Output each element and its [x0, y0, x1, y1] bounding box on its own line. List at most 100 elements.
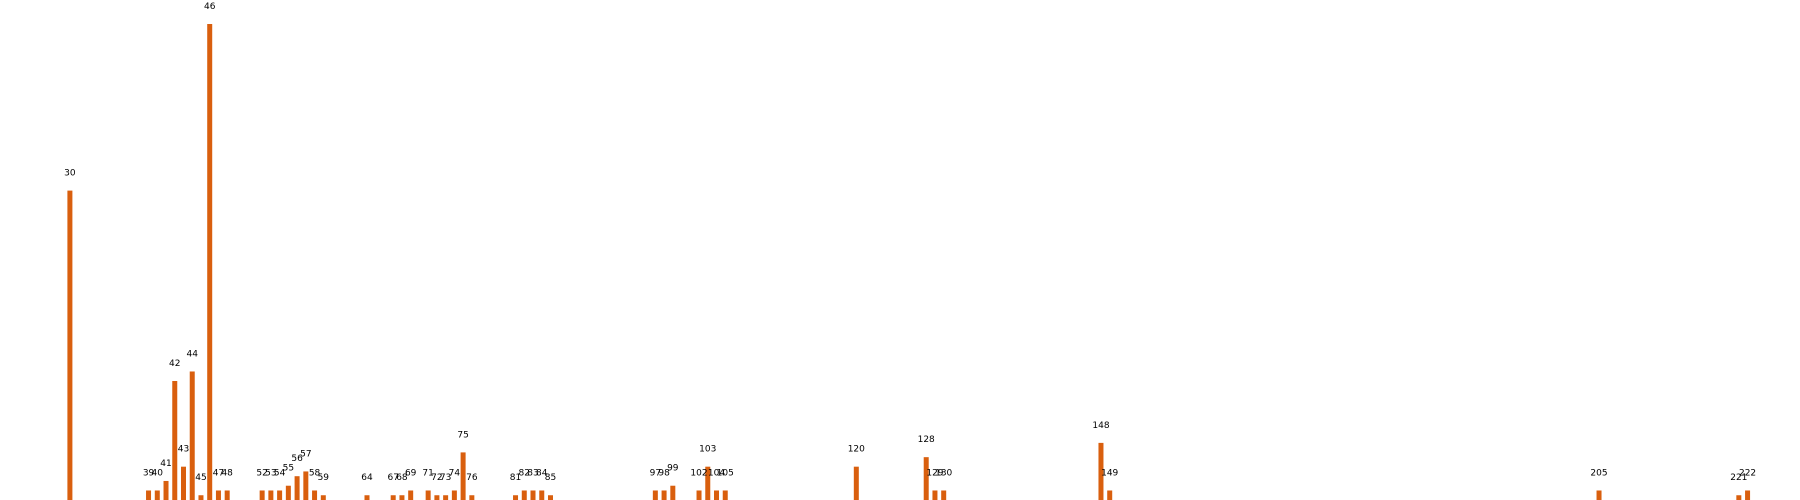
bar-label-59: 59 — [318, 473, 330, 483]
bar-label-85: 85 — [545, 473, 556, 483]
bar-label-69: 69 — [405, 468, 417, 478]
bar-128 — [923, 457, 929, 500]
bar-67 — [390, 495, 396, 500]
bar-label-148: 148 — [1092, 421, 1109, 431]
bar-label-64: 64 — [361, 473, 373, 483]
bar-label-58: 58 — [309, 468, 321, 478]
bar-label-102: 102 — [690, 468, 707, 478]
bar-205 — [1596, 490, 1602, 500]
bar-64 — [364, 495, 370, 500]
bar-46 — [207, 24, 213, 500]
bar-130 — [941, 490, 947, 500]
bar-43 — [181, 466, 186, 500]
bar-97 — [652, 490, 658, 500]
bar-label-47: 47 — [213, 468, 224, 478]
bar-label-56: 56 — [291, 454, 303, 464]
bar-73 — [443, 495, 449, 500]
bar-label-75: 75 — [457, 430, 468, 440]
bar-74 — [451, 490, 457, 500]
bar-label-39: 39 — [143, 468, 155, 478]
bar-129 — [932, 490, 938, 500]
bar-label-68: 68 — [396, 473, 408, 483]
bar-label-44: 44 — [187, 349, 199, 359]
bar-label-221: 221 — [1730, 473, 1747, 483]
bar-label-129: 129 — [926, 468, 943, 478]
bar-99 — [670, 485, 676, 500]
bar-label-30: 30 — [64, 169, 76, 179]
bar-label-99: 99 — [667, 464, 679, 474]
bar-52 — [259, 490, 265, 500]
bar-label-74: 74 — [449, 468, 461, 478]
bar-149 — [1107, 490, 1113, 500]
bar-30 — [67, 190, 73, 500]
bar-222 — [1745, 490, 1751, 500]
bar-label-55: 55 — [283, 464, 294, 474]
bar-label-82: 82 — [519, 468, 530, 478]
bar-label-81: 81 — [510, 473, 521, 483]
bar-58 — [312, 490, 318, 500]
bar-label-128: 128 — [918, 435, 935, 445]
bar-label-76: 76 — [466, 473, 478, 483]
bar-label-120: 120 — [848, 445, 865, 455]
bar-120 — [853, 466, 859, 500]
bar-68 — [399, 495, 405, 500]
bar-45 — [198, 495, 204, 500]
bar-label-54: 54 — [274, 468, 286, 478]
bar-44 — [189, 371, 195, 500]
bar-148 — [1098, 442, 1104, 500]
bar-56 — [294, 476, 300, 500]
bar-47 — [215, 490, 221, 500]
bar-55 — [285, 485, 291, 500]
bar-label-40: 40 — [152, 468, 164, 478]
bar-label-52: 52 — [256, 468, 267, 478]
bar-group — [67, 24, 1751, 500]
bar-81 — [513, 495, 519, 500]
bar-83 — [530, 490, 536, 500]
bar-40 — [154, 490, 160, 500]
bar-label-42: 42 — [169, 359, 180, 369]
bar-42 — [172, 381, 178, 500]
bar-98 — [661, 490, 667, 500]
bar-39 — [146, 490, 152, 500]
bar-221 — [1736, 495, 1742, 500]
bar-label-98: 98 — [658, 468, 670, 478]
bar-label-67: 67 — [387, 473, 398, 483]
bar-103 — [705, 466, 711, 500]
bar-label-149: 149 — [1101, 468, 1118, 478]
bar-label-53: 53 — [265, 468, 276, 478]
bar-label-57: 57 — [300, 449, 311, 459]
bar-label-97: 97 — [650, 468, 661, 478]
bar-82 — [521, 490, 527, 500]
bar-85 — [547, 495, 553, 500]
bar-label-45: 45 — [195, 473, 206, 483]
bar-label-72: 72 — [431, 473, 442, 483]
bar-41 — [163, 480, 169, 500]
bar-104 — [714, 490, 719, 500]
bar-102 — [696, 490, 702, 500]
bar-label-43: 43 — [178, 445, 189, 455]
bar-label-83: 83 — [527, 468, 538, 478]
bar-label-130: 130 — [935, 468, 952, 478]
bar-53 — [268, 490, 274, 500]
bar-label-46: 46 — [204, 2, 216, 12]
bar-48 — [224, 490, 230, 500]
bar-59 — [320, 495, 326, 500]
bar-57 — [303, 471, 309, 500]
bar-105 — [722, 490, 728, 500]
bar-75 — [460, 452, 466, 500]
bar-label-84: 84 — [536, 468, 548, 478]
bar-76 — [469, 495, 475, 500]
bar-69 — [408, 490, 414, 500]
bar-label-205: 205 — [1590, 468, 1607, 478]
bar-72 — [434, 495, 440, 500]
bar-label-104: 104 — [708, 468, 725, 478]
bar-label-105: 105 — [717, 468, 734, 478]
bar-label-71: 71 — [422, 468, 433, 478]
bar-84 — [539, 490, 545, 500]
bar-label-103: 103 — [699, 445, 716, 455]
bar-label-48: 48 — [221, 468, 233, 478]
bar-71 — [425, 490, 431, 500]
bar-54 — [277, 490, 283, 500]
